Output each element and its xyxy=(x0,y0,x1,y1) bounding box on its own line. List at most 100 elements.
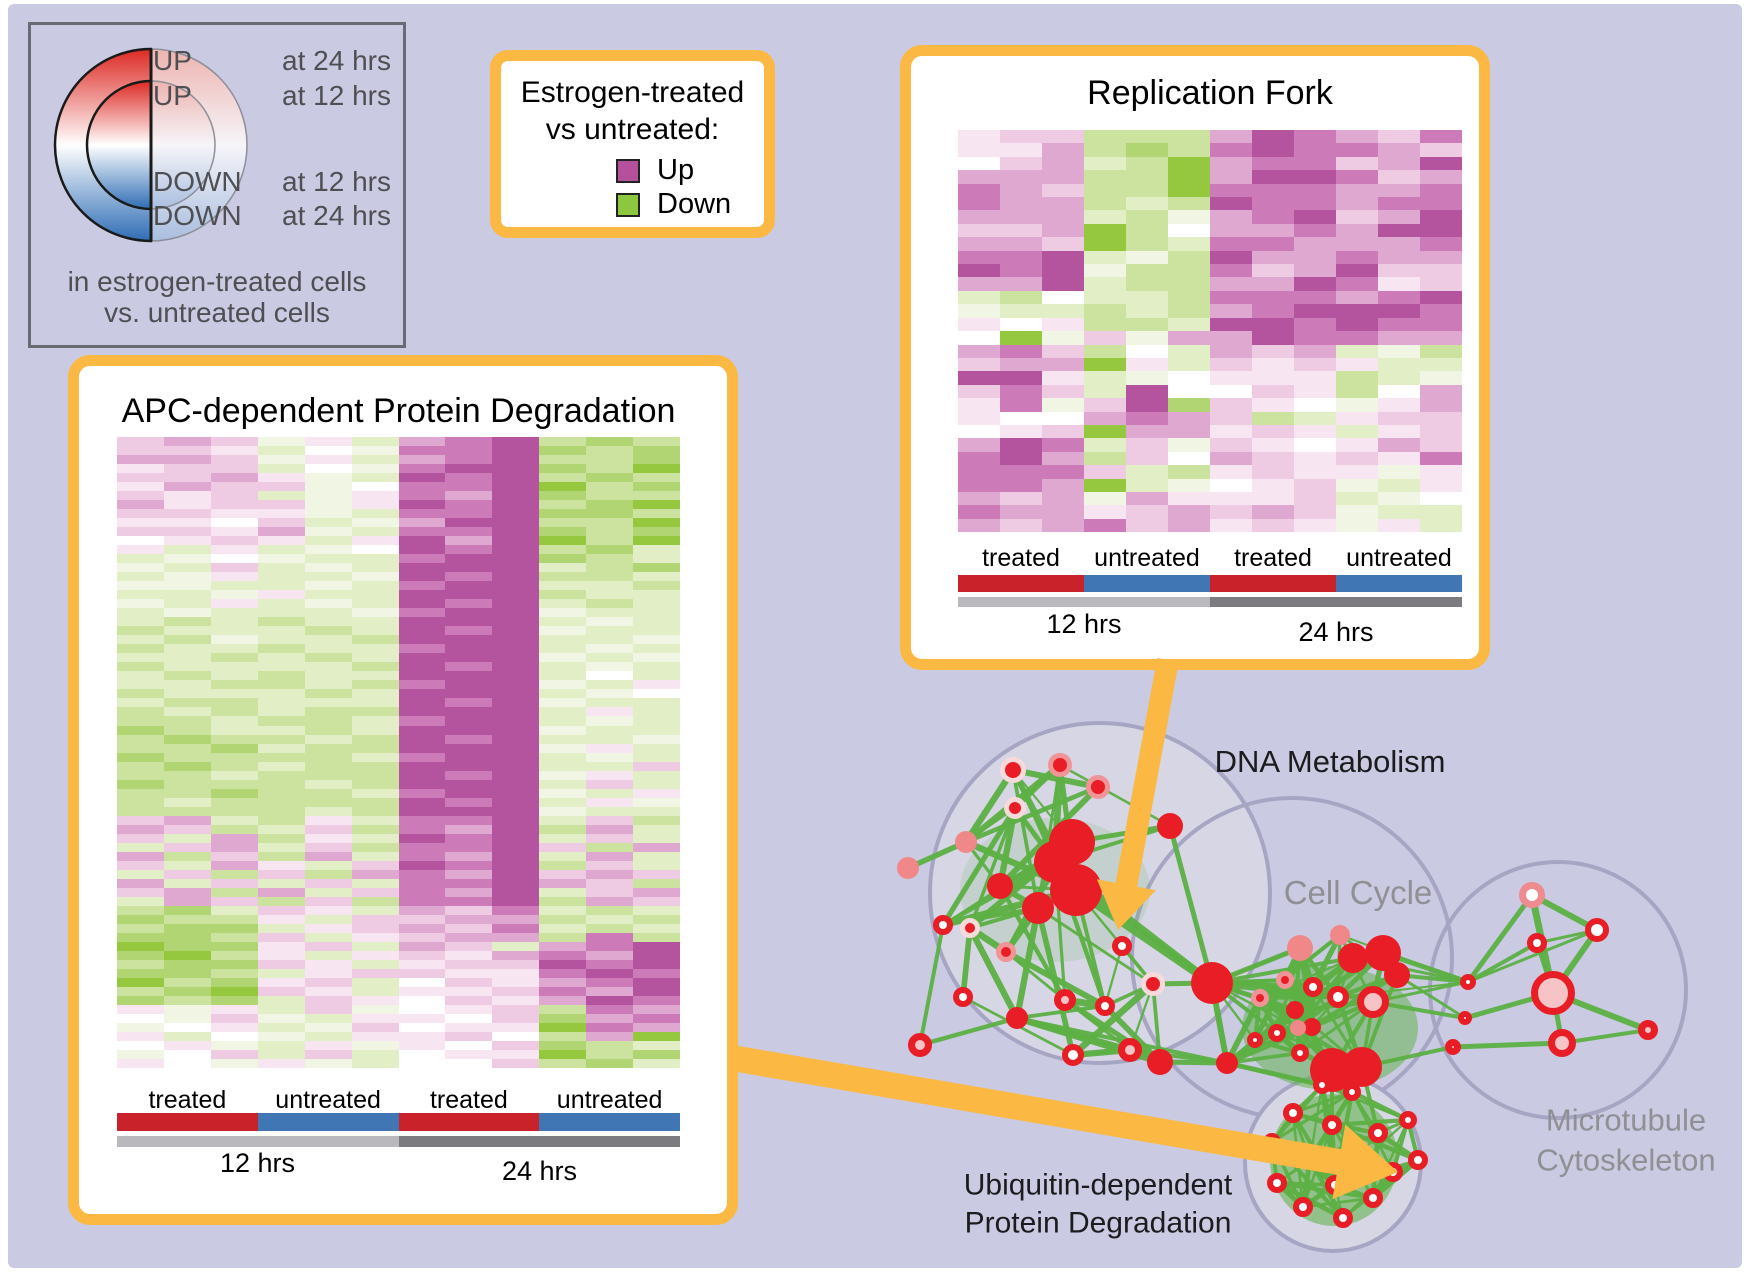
network-node xyxy=(1363,1188,1383,1208)
network-node xyxy=(1531,971,1575,1015)
heatmap-row xyxy=(117,689,681,699)
heatmap-row xyxy=(117,653,681,663)
network-edge xyxy=(1372,980,1469,1004)
network-node xyxy=(1585,918,1609,942)
heatmap-row xyxy=(117,779,681,789)
heatmap-row xyxy=(958,223,1462,238)
network-edge xyxy=(1339,934,1469,983)
heatmap-row xyxy=(117,554,681,564)
heatmap-row xyxy=(117,455,681,465)
heatmap-row xyxy=(117,707,681,717)
network-node xyxy=(1251,989,1269,1007)
heatmap-row xyxy=(117,626,681,636)
network-node xyxy=(1290,1020,1306,1036)
network-node xyxy=(1519,882,1545,908)
heatmap-row xyxy=(117,563,681,573)
heatmap-row xyxy=(117,581,681,591)
network-node xyxy=(1263,1133,1281,1151)
heatmap-row xyxy=(117,491,681,501)
bar-segment xyxy=(117,1113,258,1131)
network-node xyxy=(1267,1173,1287,1193)
network-edge xyxy=(1302,1196,1374,1209)
legend-caption-line2: vs. untreated cells xyxy=(104,297,330,328)
heatmap-row xyxy=(117,770,681,780)
bar-segment xyxy=(398,1113,540,1131)
time-label: at 24 hrs xyxy=(282,45,391,76)
network-edge xyxy=(1467,928,1598,984)
network-node xyxy=(1333,1208,1353,1228)
timepoint-bar xyxy=(958,597,1462,607)
heatmap-row xyxy=(958,290,1462,305)
heatmap-row xyxy=(117,464,681,474)
group-label: untreated xyxy=(1094,544,1200,572)
network-edge xyxy=(965,784,1099,845)
color-key-box: Estrogen-treated vs untreated: Up Down xyxy=(490,50,775,238)
heatmap-row xyxy=(117,446,681,456)
cluster-label: DNA Metabolism xyxy=(1214,744,1446,780)
apc-degradation-heatmap xyxy=(117,437,681,1069)
network-node xyxy=(1527,933,1547,953)
network-node xyxy=(1095,996,1115,1016)
heatmap-row xyxy=(117,698,681,708)
heatmap-row xyxy=(958,518,1462,533)
heatmap-row xyxy=(117,995,681,1005)
time-segment xyxy=(958,597,1210,607)
network-node xyxy=(1460,974,1476,990)
network-node xyxy=(960,918,980,938)
network-edge xyxy=(1452,1040,1563,1050)
group-label: untreated xyxy=(275,1086,381,1114)
network-edge xyxy=(967,926,1020,1020)
time-24hrs-label: 24 hrs xyxy=(1298,617,1374,647)
network-edge xyxy=(940,806,1018,927)
heatmap-row xyxy=(117,482,681,492)
color-key-title-line1: Estrogen-treated xyxy=(520,76,745,109)
heatmap-row xyxy=(117,1041,681,1051)
network-node xyxy=(1004,797,1026,819)
network-edge xyxy=(1013,907,1042,1019)
network-node xyxy=(1006,1007,1028,1029)
network-edge xyxy=(1211,956,1354,985)
heatmap-row xyxy=(958,424,1462,439)
network-edge xyxy=(918,924,945,1046)
heatmap-row xyxy=(117,932,681,942)
group-label: treated xyxy=(982,544,1060,572)
network-node xyxy=(1408,1150,1428,1170)
legend-row: UP at 24 hrs xyxy=(31,45,403,79)
network-node xyxy=(1054,989,1076,1011)
timepoint-bar xyxy=(117,1136,680,1147)
heatmap-row xyxy=(117,671,681,681)
heatmap-row xyxy=(117,590,681,600)
legend-row: UP at 12 hrs xyxy=(31,80,403,114)
heatmap-row xyxy=(117,788,681,798)
heatmap-row xyxy=(958,277,1462,291)
heatmap-row xyxy=(117,1023,681,1033)
network-node xyxy=(933,915,953,935)
heatmap-row xyxy=(117,509,681,519)
network-node xyxy=(1049,819,1095,865)
heatmap-row xyxy=(117,815,681,825)
network-node xyxy=(1325,1175,1345,1195)
heatmap-row xyxy=(117,914,681,924)
network-edge xyxy=(960,927,973,998)
network-node xyxy=(1638,1020,1658,1040)
network-edge xyxy=(996,807,1019,887)
network-node xyxy=(1276,971,1294,989)
heatmap-row xyxy=(117,923,681,933)
network-node xyxy=(1330,925,1350,945)
network-node xyxy=(908,1033,932,1057)
heatmap-row xyxy=(117,797,681,807)
bar-segment xyxy=(1210,575,1336,592)
group-label: untreated xyxy=(556,1086,663,1114)
heatmap-row xyxy=(958,317,1462,332)
network-node xyxy=(1287,935,1313,961)
network-node xyxy=(1322,1115,1342,1135)
time-24hrs-label: 24 hrs xyxy=(501,1156,578,1186)
network-node xyxy=(1022,892,1054,924)
updown-circles-legend-icon xyxy=(53,47,248,243)
network-edge xyxy=(963,768,1016,844)
heatmap-row xyxy=(117,986,681,996)
heatmap-row xyxy=(117,752,681,762)
heatmap-row xyxy=(117,644,681,654)
heatmap-row xyxy=(117,824,681,834)
